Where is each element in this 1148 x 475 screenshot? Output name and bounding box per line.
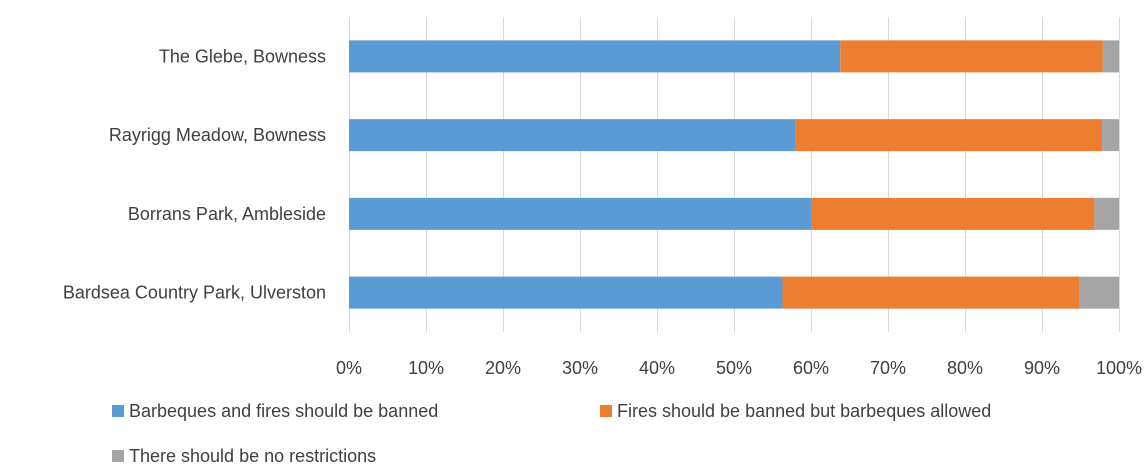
x-axis-ticks: 0% 10% 20% 30% 40% 50% 60% 70% 80% 90% 100%	[336, 358, 1142, 378]
legend-label-series-1: Barbeques and fires should be banned	[129, 401, 438, 421]
bars	[349, 40, 1119, 309]
bar-borrans-park-ambleside-series-1	[349, 197, 812, 230]
category-label-rayrigg-meadow-bowness: Rayrigg Meadow, Bowness	[109, 125, 326, 145]
bar-bardsea-country-park-ulverston-series-2	[782, 276, 1080, 309]
x-tick-label-60: 60%	[793, 358, 829, 378]
x-tick-label-90: 90%	[1024, 358, 1060, 378]
category-label-bardsea-country-park-ulverston: Bardsea Country Park, Ulverston	[63, 283, 326, 303]
x-tick-label-40: 40%	[639, 358, 675, 378]
x-tick-label-0: 0%	[336, 358, 362, 378]
legend-swatch-series-2	[600, 405, 612, 417]
legend-label-series-2: Fires should be banned but barbeques all…	[617, 401, 991, 421]
bar-borrans-park-ambleside-series-2	[811, 197, 1095, 230]
bar-the-glebe-bowness-series-1	[349, 40, 841, 73]
bar-the-glebe-bowness-series-2	[840, 40, 1103, 73]
bar-the-glebe-bowness-series-3	[1102, 40, 1119, 73]
x-tick-label-30: 30%	[562, 358, 598, 378]
bar-rayrigg-meadow-bowness-series-2	[795, 119, 1103, 152]
bar-rayrigg-meadow-bowness-series-1	[349, 119, 796, 152]
legend-swatch-series-3	[112, 450, 124, 462]
x-tick-label-50: 50%	[716, 358, 752, 378]
bar-bardsea-country-park-ulverston-series-1	[349, 276, 783, 309]
bar-rayrigg-meadow-bowness-series-3	[1102, 119, 1119, 152]
x-tick-label-20: 20%	[485, 358, 521, 378]
bar-borrans-park-ambleside-series-3	[1094, 197, 1119, 230]
category-label-the-glebe-bowness: The Glebe, Bowness	[159, 46, 326, 66]
category-label-borrans-park-ambleside: Borrans Park, Ambleside	[128, 204, 326, 224]
x-tick-label-10: 10%	[408, 358, 444, 378]
x-tick-label-80: 80%	[947, 358, 983, 378]
x-tick-label-70: 70%	[870, 358, 906, 378]
legend: Barbeques and fires should be banned Fire…	[112, 401, 991, 466]
legend-swatch-series-1	[112, 405, 124, 417]
category-labels: The Glebe, Bowness Rayrigg Meadow, Bownes…	[63, 46, 326, 302]
legend-label-series-3: There should be no restrictions	[129, 446, 376, 466]
bar-bardsea-country-park-ulverston-series-3	[1079, 276, 1119, 309]
x-tick-label-100: 100%	[1096, 358, 1142, 378]
